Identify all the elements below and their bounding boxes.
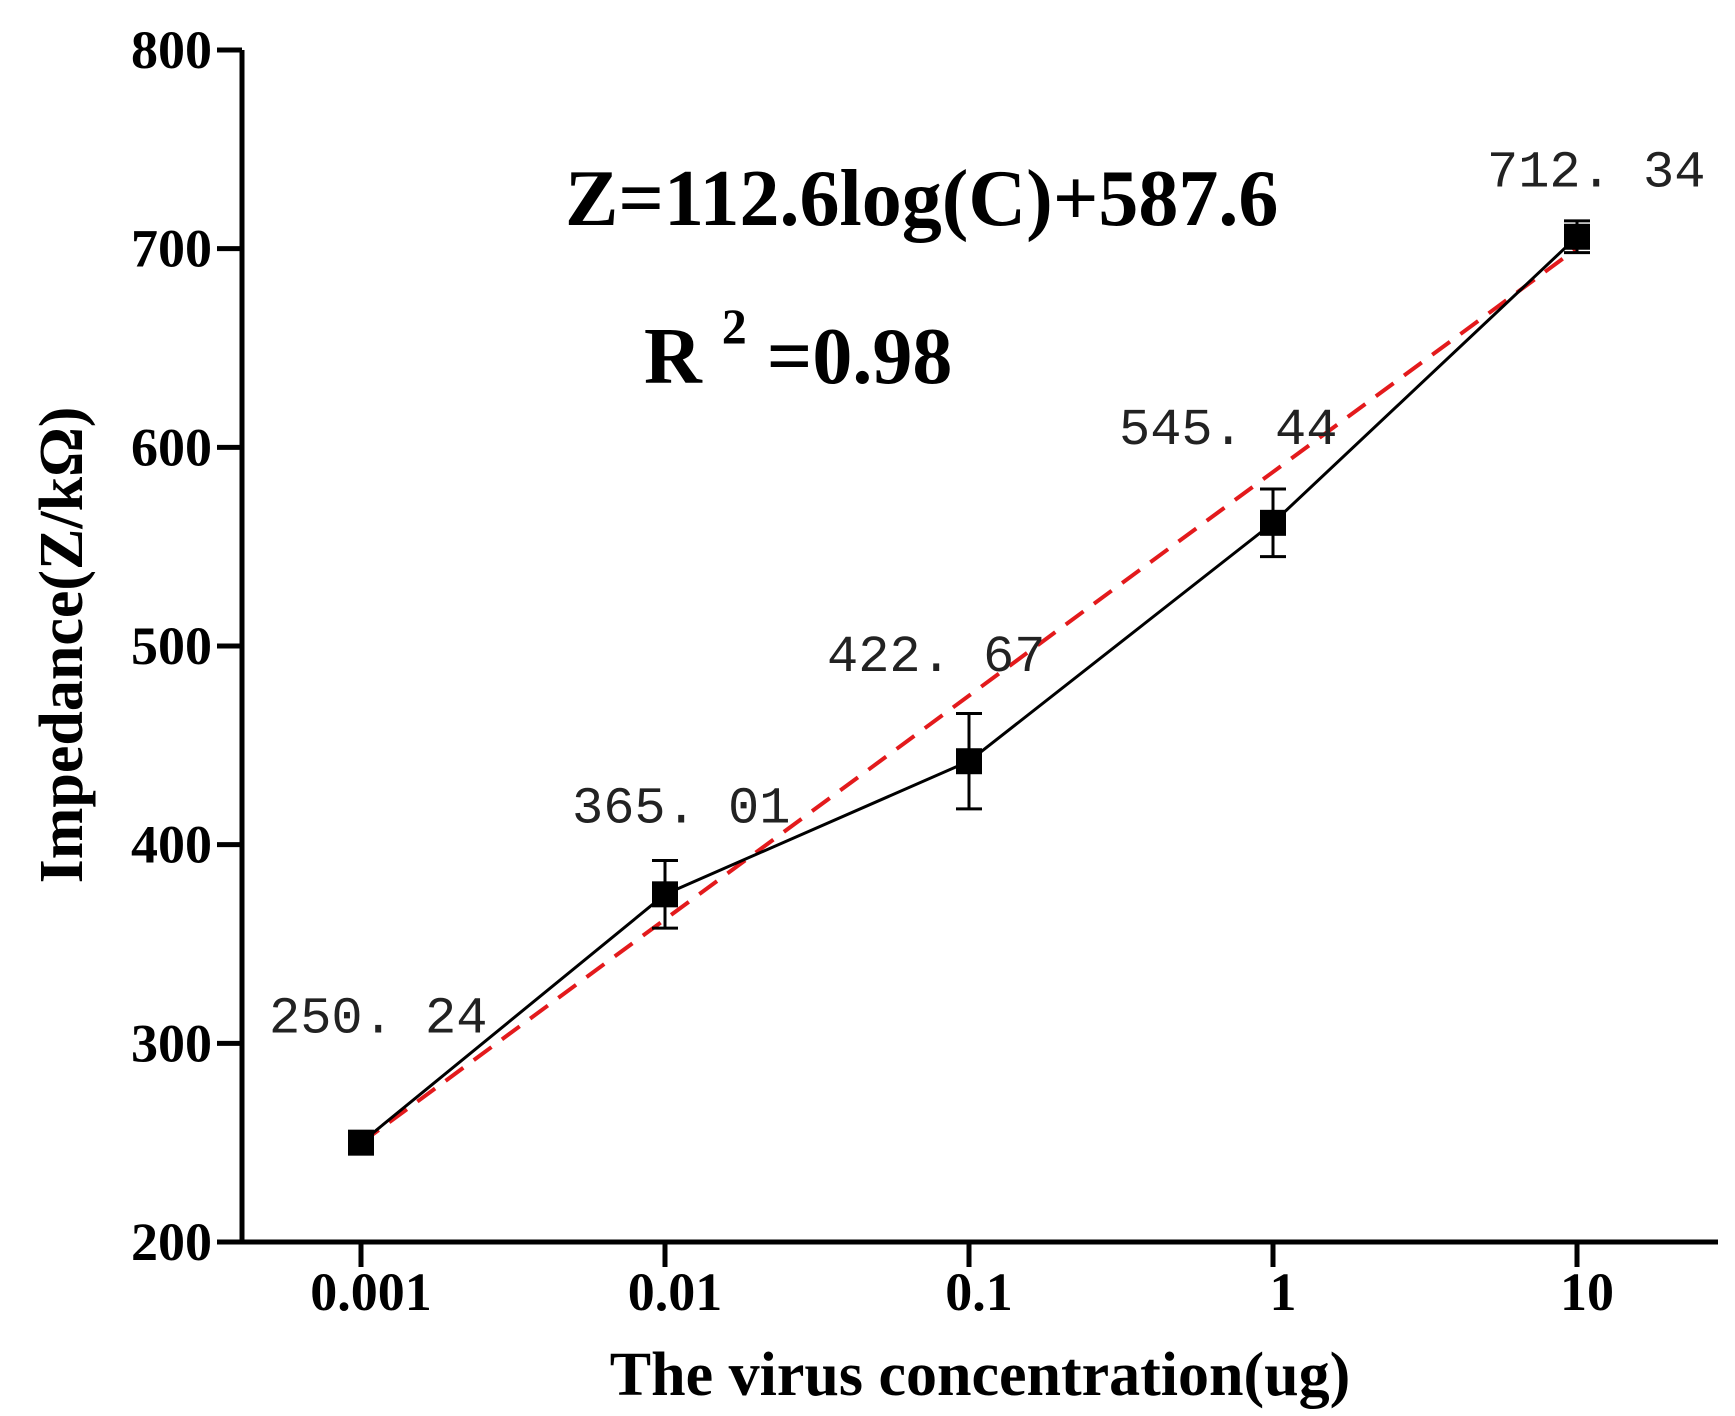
y-tick-label: 800 [131,20,212,80]
x-tick-label: 10 [1560,1262,1614,1322]
data-label: 712. 34 [1487,144,1705,203]
y-tick-label: 500 [131,616,212,676]
data-point [348,1129,374,1156]
r-squared: R 2 =0.98 [644,273,952,401]
x-axis-title: The virus concentration(ug) [610,1341,1351,1409]
data-point [1260,509,1286,536]
data-label: 422. 67 [827,628,1045,687]
y-tick-label: 300 [131,1013,212,1073]
x-axis-ticks: 0.001 0.01 0.1 1 10 [310,1242,1614,1322]
data-point [956,748,982,775]
x-tick-label: 0.01 [628,1262,723,1322]
r-squared-prefix: R [644,313,703,401]
y-tick-label: 200 [131,1212,212,1272]
r-squared-value: =0.98 [767,313,953,401]
series-group [348,219,1590,1156]
x-tick-label: 0.1 [945,1262,1013,1322]
r-squared-superscript: 2 [722,298,747,354]
y-tick-label: 600 [131,417,212,477]
y-tick-label: 700 [131,219,212,279]
x-tick-label: 1 [1270,1262,1297,1322]
x-tick-label: 0.001 [310,1262,432,1322]
y-axis-title: Impedance(Z/kΩ) [28,407,96,884]
data-point [652,881,678,908]
data-point [1564,223,1590,250]
fit-line-group [359,246,1579,1145]
data-label: 365. 01 [572,779,790,838]
data-label: 250. 24 [269,990,487,1049]
y-axis-ticks: 200 300 400 500 600 700 800 [131,20,242,1272]
data-label: 545. 44 [1119,401,1337,460]
fit-line [359,246,1579,1145]
fit-equation: Z=112.6log(C)+587.6 [565,155,1278,243]
data-labels: 250. 24 365. 01 422. 67 545. 44 712. 34 [269,144,1705,1049]
y-tick-label: 400 [131,815,212,875]
